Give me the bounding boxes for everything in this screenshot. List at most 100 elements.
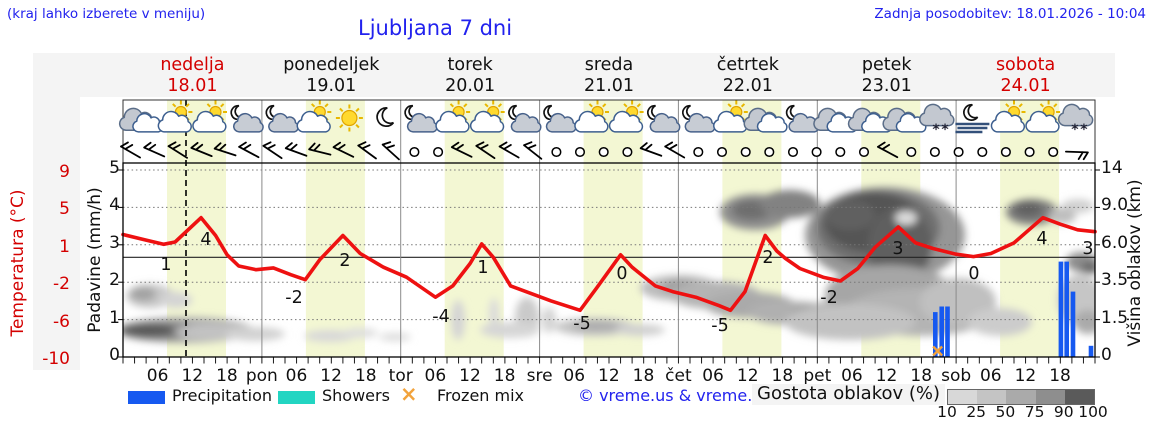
copyright-link[interactable]: © vreme.us & vreme.pro xyxy=(578,386,779,405)
wind-calm-icon xyxy=(551,146,562,158)
weather-icon-sun-cloud xyxy=(296,100,332,133)
hour-tick-label[interactable]: 18 xyxy=(216,366,238,386)
wind-barb-icon xyxy=(284,142,308,157)
hour-tick-label[interactable]: 06 xyxy=(979,366,1002,386)
precip-tick-label[interactable]: 0 xyxy=(109,345,120,365)
wind-barb-icon xyxy=(381,141,400,161)
wind-calm-icon xyxy=(716,146,728,158)
wind-calm-icon xyxy=(1000,146,1011,158)
hour-tick-label[interactable]: 06 xyxy=(285,366,308,386)
hour-tick-label[interactable]: 12 xyxy=(181,366,204,386)
weather-icon-sun-cloud xyxy=(713,100,748,133)
temp-axis-title: Temperatura (°C) xyxy=(8,189,29,337)
hour-tick-label[interactable]: 06 xyxy=(424,366,447,386)
day-header-date[interactable]: 22.01 xyxy=(722,76,773,96)
hour-tick-label[interactable]: 06 xyxy=(841,366,863,386)
legend-frozen-mix-label: Frozen mix xyxy=(437,386,525,405)
day-header-name[interactable]: ponedeljek xyxy=(283,55,380,75)
wind-calm-icon xyxy=(1048,146,1059,158)
day-header-name[interactable]: nedelja xyxy=(160,55,225,75)
weather-icon-moon-cloud xyxy=(543,104,577,133)
density-tick-label[interactable]: 100 xyxy=(1078,403,1108,421)
density-tick-label[interactable]: 10 xyxy=(937,403,957,421)
day-header-date[interactable]: 19.01 xyxy=(306,76,357,96)
hour-tick-label[interactable]: 18 xyxy=(354,366,377,386)
day-abbrev-label[interactable]: pon xyxy=(245,366,278,386)
day-header-name[interactable]: torek xyxy=(447,55,493,75)
precip-tick-label[interactable]: 2 xyxy=(109,270,120,291)
cloud-height-tick-label[interactable]: 6.0 xyxy=(1101,232,1129,253)
day-header-date[interactable]: 21.01 xyxy=(583,76,635,96)
cloud-height-tick-label[interactable]: 14 xyxy=(1101,158,1123,178)
wind-calm-icon xyxy=(811,146,822,158)
temp-tick-label[interactable]: 1 xyxy=(59,236,70,257)
temp-tick-label[interactable]: -2 xyxy=(53,274,70,295)
density-tick-label[interactable]: 50 xyxy=(995,403,1016,421)
temp-tick-label[interactable]: -6 xyxy=(53,311,70,332)
hour-tick-label[interactable]: 12 xyxy=(320,366,342,386)
wind-barb-icon xyxy=(664,141,686,159)
cloud-height-tick-label[interactable]: 3.5 xyxy=(1101,270,1129,291)
hour-tick-label[interactable]: 18 xyxy=(632,366,655,386)
precip-tick-label[interactable]: 5 xyxy=(109,158,120,178)
hour-tick-label[interactable]: 18 xyxy=(771,366,794,386)
hour-tick-label[interactable]: 12 xyxy=(736,366,759,386)
precip-tick-label[interactable]: 1 xyxy=(109,307,120,328)
hour-tick-label[interactable]: 06 xyxy=(146,366,169,386)
temp-tick-label[interactable]: -10 xyxy=(42,349,70,369)
svg-text:*: * xyxy=(1080,122,1088,138)
weather-icon-moon-fog xyxy=(955,103,990,134)
weather-icon-cloud-snow: * * xyxy=(919,103,955,138)
day-header-date[interactable]: 18.01 xyxy=(167,76,218,96)
precip-tick-label[interactable]: 3 xyxy=(109,232,120,253)
hour-tick-label[interactable]: 18 xyxy=(910,366,933,386)
day-abbrev-label[interactable]: sre xyxy=(526,366,553,386)
day-header-date[interactable]: 20.01 xyxy=(445,76,496,96)
day-header-name[interactable]: petek xyxy=(861,55,912,75)
weather-icon-moon-cloud xyxy=(230,104,264,133)
precipitation-bar xyxy=(939,306,944,357)
cloud-height-tick-label[interactable]: 9.0 xyxy=(1101,195,1129,216)
hour-tick-label[interactable]: 12 xyxy=(459,366,481,386)
hour-tick-label[interactable]: 12 xyxy=(1014,366,1037,386)
temp-tick-label[interactable]: 9 xyxy=(59,162,70,182)
temp-tick-label[interactable]: 5 xyxy=(59,199,70,220)
weather-icon-moon-cloud xyxy=(404,104,438,133)
day-header-date[interactable]: 23.01 xyxy=(861,76,912,96)
hour-tick-label[interactable]: 06 xyxy=(563,366,586,386)
density-cell xyxy=(1064,390,1095,404)
density-tick-label[interactable]: 25 xyxy=(966,403,987,421)
weather-icon-cloudy xyxy=(118,107,163,133)
day-header-name[interactable]: sobota xyxy=(995,55,1056,75)
svg-text:*: * xyxy=(932,122,940,138)
hour-tick-label[interactable]: 18 xyxy=(493,366,516,386)
temp-point-label: -4 xyxy=(432,307,449,327)
weather-icon-moon-cloud xyxy=(785,104,820,133)
wind-calm-icon xyxy=(740,146,751,158)
density-tick-label[interactable]: 75 xyxy=(1024,403,1045,421)
hour-tick-label[interactable]: 12 xyxy=(875,366,898,386)
day-header-name[interactable]: sreda xyxy=(584,55,634,75)
day-abbrev-label[interactable]: čet xyxy=(665,366,692,386)
hour-tick-label[interactable]: 06 xyxy=(702,366,724,386)
wind-calm-icon xyxy=(409,146,420,158)
day-abbrev-label[interactable]: pet xyxy=(803,366,832,386)
cloud-height-tick-label[interactable]: 1.5 xyxy=(1101,307,1129,328)
weather-icon-cloudy xyxy=(882,107,927,133)
last-update: Zadnja posodobitev: 18.01.2026 - 10:04 xyxy=(874,6,1146,22)
wind-barb-icon xyxy=(143,141,166,158)
hour-tick-label[interactable]: 18 xyxy=(1049,366,1071,386)
weather-icon-sun-cloud xyxy=(608,100,644,133)
cloud-height-tick-label[interactable]: 0 xyxy=(1101,345,1112,365)
precip-tick-label[interactable]: 4 xyxy=(109,195,120,216)
day-abbrev-label[interactable]: sob xyxy=(941,366,972,386)
day-abbrev-label[interactable]: tor xyxy=(388,366,413,386)
wind-calm-icon xyxy=(622,146,633,158)
wind-calm-icon xyxy=(858,146,870,158)
day-header-date[interactable]: 24.01 xyxy=(1000,76,1051,96)
hour-tick-label[interactable]: 12 xyxy=(598,366,620,386)
density-tick-label[interactable]: 90 xyxy=(1053,403,1074,421)
wind-calm-icon xyxy=(906,146,917,158)
weather-icon-moon-cloud xyxy=(265,104,299,133)
day-header-name[interactable]: četrtek xyxy=(716,55,779,75)
